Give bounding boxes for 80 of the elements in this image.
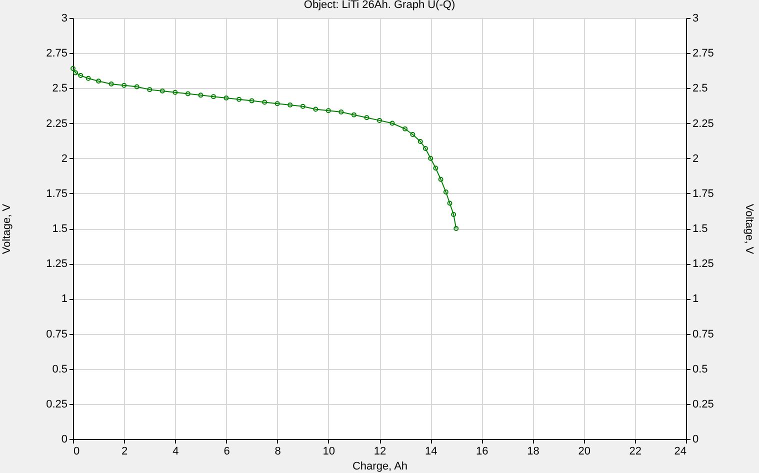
point [433,166,438,171]
y2-tick-label: 0.75 [692,328,714,340]
point [198,92,204,98]
y2-tick-label: 1.75 [692,188,714,200]
y2-tick-label: 0 [692,434,699,446]
y2-tick-label: 2.5 [692,82,708,95]
point [377,118,382,123]
x-axis-title: Charge, Ah [352,460,408,472]
point [390,120,395,126]
point [402,126,408,132]
x-tick-label: 4 [172,446,179,458]
y-tick-label: 0 [61,434,68,446]
point [73,70,78,76]
point [262,100,268,105]
x-tick-label: 22 [629,446,642,458]
x-tick-label: 2 [122,446,128,458]
point [326,108,331,114]
point [428,156,434,161]
y2-tick-label: 0.25 [692,398,714,410]
point [451,212,456,217]
point [410,132,416,137]
x-tick-label: 12 [374,446,386,458]
y2-tick-label: 0.5 [692,363,708,376]
point [300,104,306,109]
y2-tick-label: 2.75 [692,48,714,60]
point [185,91,190,96]
y2-tick-label: 3 [692,12,699,24]
y2-tick-label: 1.25 [692,258,714,270]
y-tick-label: 1.25 [46,258,68,270]
point [122,82,127,88]
point [249,98,254,104]
y2-tick-label: 2.25 [692,118,714,130]
point [224,95,229,100]
point [160,88,165,94]
y-tick-label: 2.75 [46,48,68,60]
y2-tick-label: 2 [692,152,699,165]
x-tick-label: 24 [674,446,686,458]
point [447,200,452,206]
point [288,102,293,108]
point [438,176,444,182]
point [96,78,102,84]
point [418,138,423,144]
y-tick-label: 1 [61,293,68,306]
x-tick-label: 20 [578,446,590,458]
point [274,101,280,106]
point [86,76,91,81]
y-tick-label: 1.5 [52,223,68,235]
point [364,115,370,120]
point [313,106,318,112]
y-tick-label: 2.25 [46,118,68,130]
y2-tick-label: 1.5 [692,223,708,235]
point [338,110,344,115]
x-tick-label: 10 [322,446,336,458]
point [443,190,448,195]
x-tick-label: 18 [527,446,540,458]
x-tick-label: 6 [224,446,230,458]
y2-tick-label: 1 [692,293,699,306]
y-tick-label: 0.75 [46,328,68,340]
x-tick-label: 16 [476,446,488,458]
y2-axis-title: Voltage, V [742,204,755,255]
y-tick-label: 1.75 [46,188,68,200]
point [108,81,114,86]
chart-title: Object: LiTi 26Ah. Graph U(-Q) [304,0,456,11]
point [236,96,242,102]
y-tick-label: 3 [61,12,68,24]
point [172,90,178,95]
x-tick-label: 0 [74,446,80,458]
point [422,146,428,152]
point [351,112,356,118]
y-tick-label: 2 [61,152,68,165]
x-tick-label: 14 [424,446,438,458]
y-tick-label: 2.5 [52,82,68,95]
x-tick-label: 8 [274,446,281,458]
y-axis-title: Voltage, V [1,203,14,254]
point [134,84,140,90]
y-tick-label: 0.25 [46,398,68,410]
y-tick-label: 0.5 [52,363,68,376]
point [147,87,152,92]
point [78,73,84,78]
point [210,94,216,100]
